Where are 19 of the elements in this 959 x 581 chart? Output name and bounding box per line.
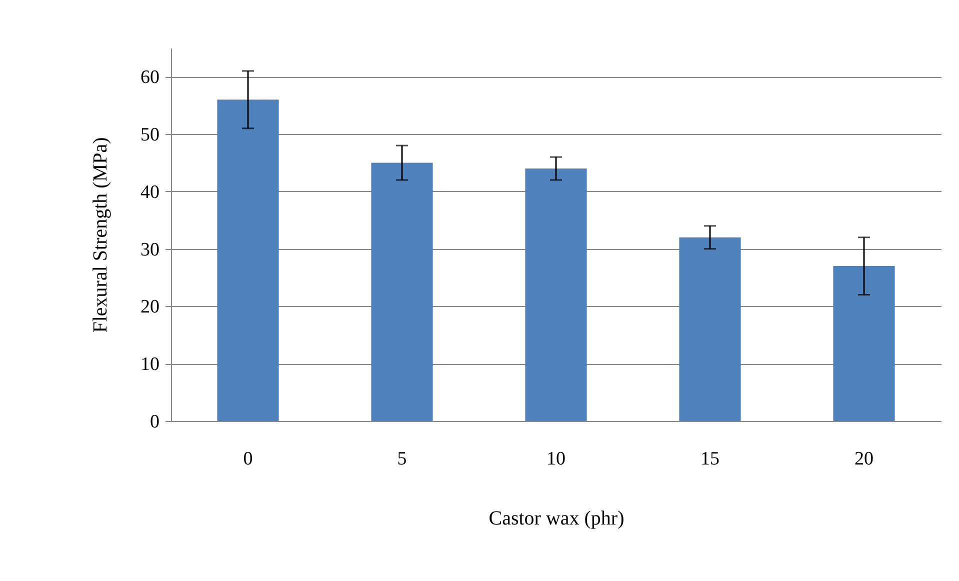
x-axis-title: Castor wax (phr) bbox=[488, 508, 624, 530]
y-tick-label: 60 bbox=[140, 67, 160, 88]
y-tick-label: 50 bbox=[140, 124, 160, 146]
bar bbox=[679, 237, 741, 421]
bar bbox=[371, 162, 433, 421]
x-tick-label: 20 bbox=[854, 448, 874, 470]
y-tick-label: 0 bbox=[150, 412, 160, 432]
y-tick-label: 30 bbox=[140, 239, 160, 260]
y-axis-title: Flexural Strength (MPa) bbox=[90, 137, 112, 333]
x-tick-label: 0 bbox=[243, 448, 253, 470]
y-tick-label: 10 bbox=[140, 354, 160, 376]
y-tick-label: 40 bbox=[140, 182, 160, 203]
x-tick-label: 10 bbox=[546, 448, 566, 470]
bar bbox=[525, 168, 587, 421]
x-tick-label: 15 bbox=[700, 448, 720, 470]
y-tick-label: 20 bbox=[140, 296, 160, 318]
bar bbox=[833, 266, 895, 421]
x-tick-label: 5 bbox=[397, 448, 407, 470]
bar bbox=[217, 100, 279, 421]
